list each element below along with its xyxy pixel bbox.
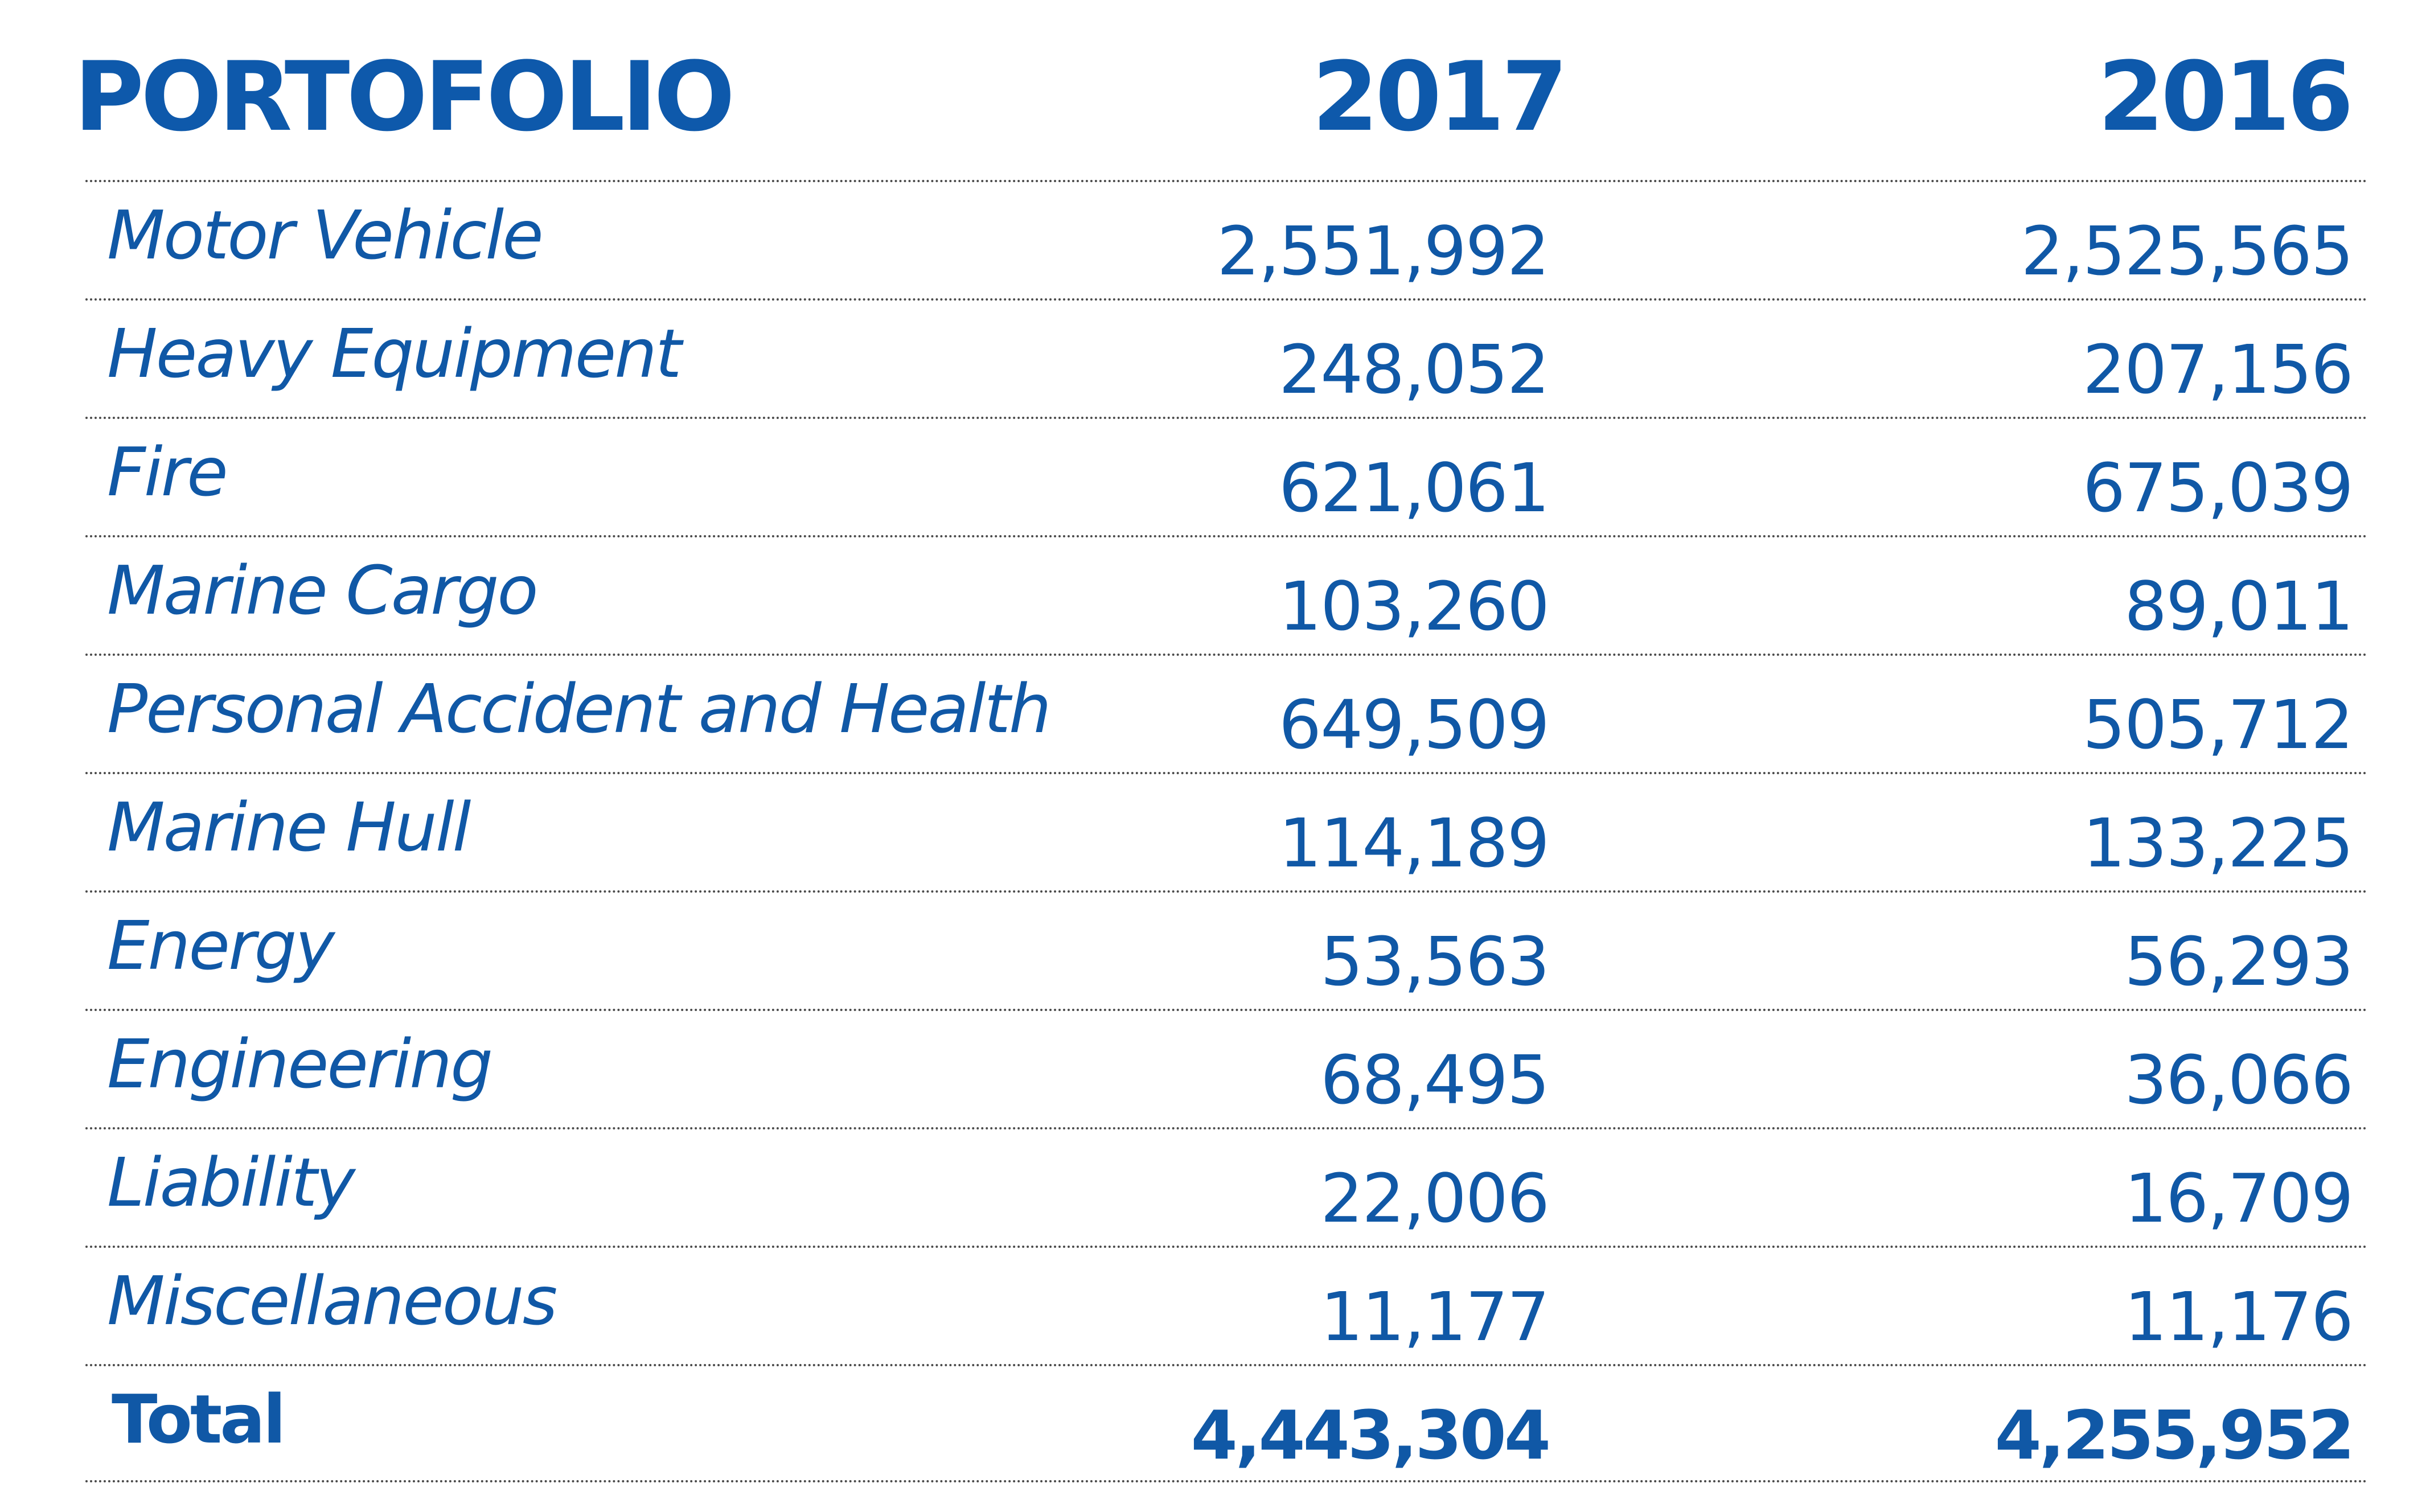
table-row: Marine Cargo 103,260 89,011: [0, 537, 2430, 654]
value-2017: 2,551,992: [1217, 212, 1550, 290]
row-label: Motor Vehicle: [107, 196, 544, 274]
row-label: Marine Hull: [107, 788, 471, 866]
row-divider: [85, 180, 2369, 182]
value-2016: 89,011: [2124, 567, 2354, 646]
value-2016: 11,176: [2124, 1277, 2354, 1356]
row-divider: [85, 417, 2369, 419]
total-label: Total: [112, 1380, 286, 1458]
value-2016: 16,709: [2124, 1159, 2354, 1238]
row-divider: [85, 1009, 2369, 1011]
row-label: Miscellaneous: [107, 1262, 557, 1340]
value-2016: 2,525,565: [2021, 212, 2354, 290]
row-label: Personal Accident and Health: [107, 669, 1052, 748]
value-2017: 68,495: [1320, 1041, 1550, 1119]
row-divider: [85, 1364, 2369, 1366]
header-year-2016: 2016: [2097, 41, 2354, 153]
row-divider: [85, 654, 2369, 656]
table-row: Miscellaneous 11,177 11,176: [0, 1248, 2430, 1364]
table-header: PORTOFOLIO 2017 2016: [0, 0, 2430, 171]
value-2017: 53,563: [1320, 922, 1550, 1001]
value-2017: 22,006: [1320, 1159, 1550, 1238]
table-row: Motor Vehicle 2,551,992 2,525,565: [0, 182, 2430, 298]
value-2017: 649,509: [1279, 685, 1550, 764]
row-divider: [85, 772, 2369, 774]
row-divider: [85, 298, 2369, 301]
table-row: Marine Hull 114,189 133,225: [0, 774, 2430, 890]
total-value-2017: 4,443,304: [1191, 1396, 1551, 1474]
value-2016: 505,712: [2083, 685, 2354, 764]
table-row: Fire 621,061 675,039: [0, 419, 2430, 535]
value-2017: 621,061: [1279, 449, 1550, 527]
row-divider: [85, 890, 2369, 893]
row-label: Heavy Equipment: [107, 314, 682, 393]
value-2017: 11,177: [1320, 1277, 1550, 1356]
table-row: Liability 22,006 16,709: [0, 1129, 2430, 1246]
value-2016: 36,066: [2124, 1041, 2354, 1119]
total-value-2016: 4,255,952: [1994, 1396, 2355, 1474]
row-label: Liability: [107, 1143, 355, 1222]
row-divider: [85, 1480, 2369, 1482]
row-label: Engineering: [107, 1025, 493, 1103]
header-year-2017: 2017: [1312, 41, 1568, 153]
table-row: Energy 53,563 56,293: [0, 893, 2430, 1009]
value-2017: 114,189: [1279, 804, 1550, 882]
value-2016: 675,039: [2083, 449, 2354, 527]
table-row: Personal Accident and Health 649,509 505…: [0, 656, 2430, 772]
row-label: Energy: [107, 906, 335, 985]
table-row: Engineering 68,495 36,066: [0, 1011, 2430, 1127]
table-row: Heavy Equipment 248,052 207,156: [0, 301, 2430, 417]
total-row: Total 4,443,304 4,255,952: [0, 1366, 2430, 1482]
row-divider: [85, 535, 2369, 537]
value-2017: 248,052: [1279, 330, 1550, 409]
value-2016: 133,225: [2083, 804, 2354, 882]
value-2017: 103,260: [1279, 567, 1550, 646]
row-divider: [85, 1127, 2369, 1129]
row-label: Marine Cargo: [107, 551, 539, 630]
header-portfolio-label: PORTOFOLIO: [74, 41, 735, 153]
value-2016: 56,293: [2124, 922, 2354, 1001]
row-label: Fire: [107, 433, 228, 511]
row-divider: [85, 1246, 2369, 1248]
value-2016: 207,156: [2083, 330, 2354, 409]
